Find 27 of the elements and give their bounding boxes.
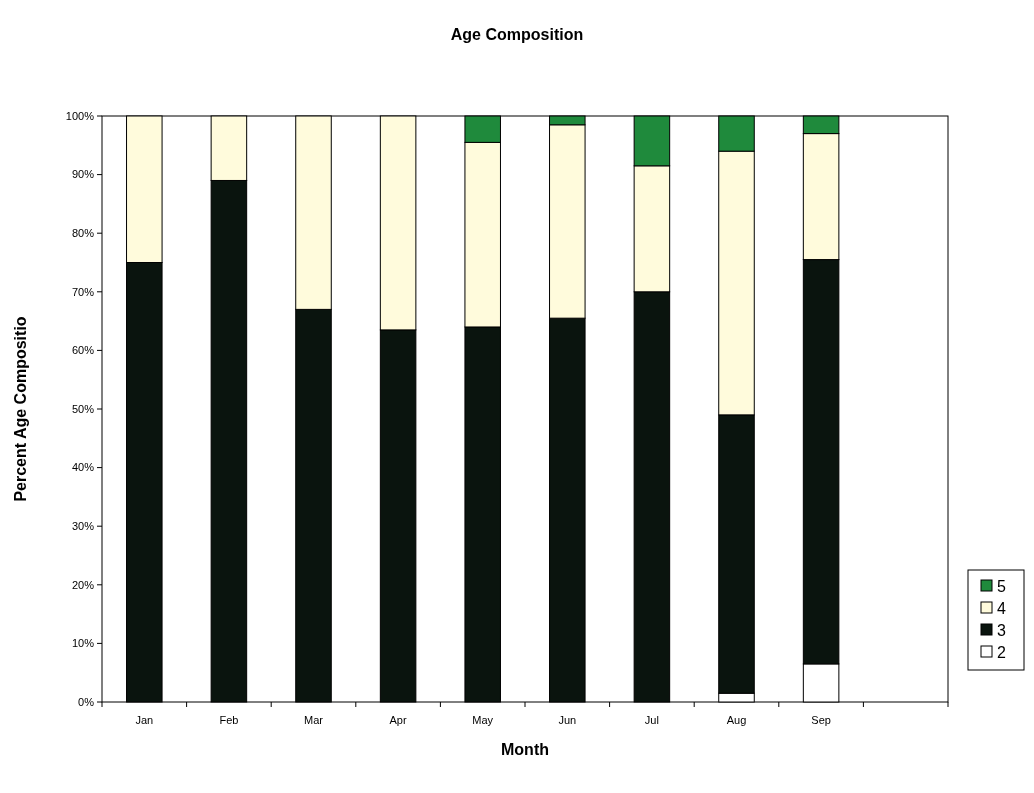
legend-label: 2	[997, 643, 1006, 661]
legend-label: 5	[997, 577, 1006, 595]
x-tick-label: May	[472, 714, 494, 726]
chart-title: Age Composition	[450, 26, 584, 43]
legend-label: 3	[997, 621, 1006, 639]
y-tick-label: 10%	[71, 637, 95, 650]
x-tick-label: Jul	[644, 714, 659, 726]
y-tick-label: 80%	[71, 227, 95, 240]
legend-label: 4	[997, 599, 1006, 617]
x-tick-label: Jun	[558, 714, 577, 726]
y-tick-label: 20%	[71, 578, 95, 591]
y-tick-label: 90%	[71, 168, 95, 181]
x-tick-label: Jan	[135, 714, 154, 726]
y-tick-label: 50%	[71, 402, 95, 415]
y-tick-label: 60%	[71, 344, 95, 357]
y-tick-label: 30%	[71, 520, 95, 533]
y-tick-label: 40%	[71, 461, 95, 474]
x-tick-label: Apr	[389, 714, 407, 726]
y-axis-title: Percent Age Compositio	[12, 316, 29, 502]
x-tick-label: Sep	[811, 714, 831, 726]
y-tick-label: 0%	[78, 695, 95, 708]
x-tick-label: Mar	[304, 714, 324, 726]
x-axis-title: Month	[501, 741, 549, 758]
y-tick-label: 70%	[71, 285, 95, 298]
x-tick-label: Aug	[726, 714, 747, 726]
x-tick-label: Feb	[219, 714, 239, 726]
y-tick-label: 100%	[65, 109, 95, 122]
